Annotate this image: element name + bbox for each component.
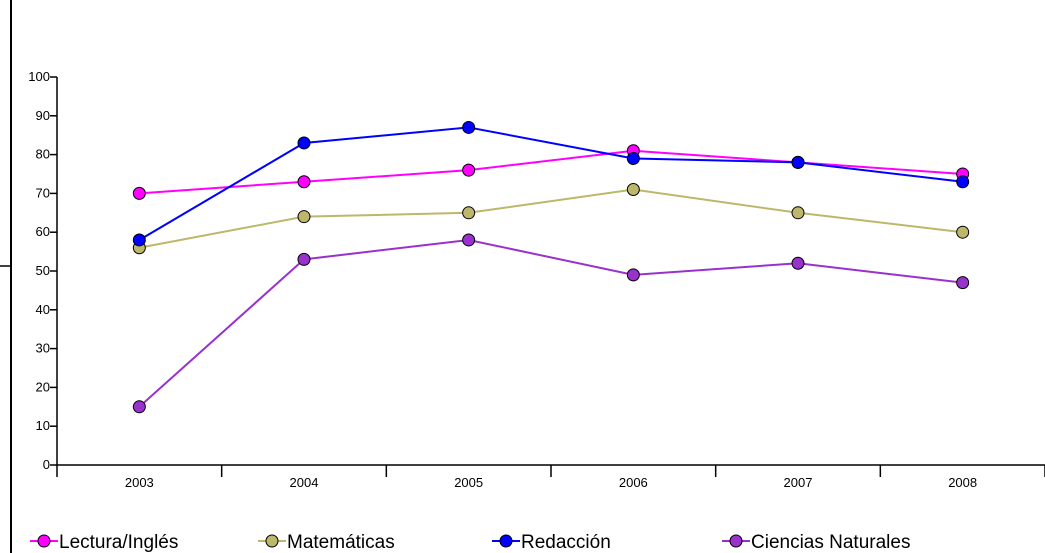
legend-item: Ciencias Naturales bbox=[722, 532, 910, 553]
y-axis-ticks: 0 10 20 30 40 50 60 70 80 90 100 bbox=[28, 69, 57, 472]
series-line bbox=[139, 188, 963, 249]
legend-label: Redacción bbox=[521, 532, 611, 553]
y-tick-label: 100 bbox=[28, 69, 50, 84]
data-point bbox=[626, 151, 640, 165]
series-3 bbox=[132, 233, 970, 414]
x-tick-label: 2004 bbox=[290, 475, 319, 490]
data-point bbox=[462, 206, 476, 220]
data-point bbox=[956, 276, 970, 290]
data-point bbox=[132, 400, 146, 414]
data-point bbox=[791, 155, 805, 169]
data-point bbox=[626, 268, 640, 282]
series-2 bbox=[132, 120, 970, 247]
y-tick-label: 20 bbox=[36, 379, 50, 394]
y-tick-label: 30 bbox=[36, 341, 50, 356]
series-line bbox=[138, 238, 963, 408]
data-point bbox=[297, 252, 311, 266]
legend-label: Ciencias Naturales bbox=[751, 532, 910, 553]
data-point bbox=[462, 163, 476, 177]
data-point bbox=[462, 233, 476, 247]
y-tick-label: 80 bbox=[36, 147, 50, 162]
x-tick-label: 2003 bbox=[125, 475, 154, 490]
y-tick-label: 60 bbox=[36, 224, 50, 239]
legend-label: Lectura/Inglés bbox=[59, 532, 178, 553]
data-point bbox=[791, 256, 805, 270]
legend-marker bbox=[499, 534, 513, 548]
x-axis-ticks: 2003 2004 2005 2006 2007 2008 bbox=[56, 465, 1045, 490]
legend-item: Matemáticas bbox=[258, 532, 395, 553]
data-point bbox=[956, 225, 970, 239]
series-layer bbox=[132, 120, 970, 414]
legend-item: Redacción bbox=[492, 532, 611, 553]
legend-marker bbox=[265, 534, 279, 548]
y-tick-label: 70 bbox=[36, 185, 50, 200]
series-0 bbox=[132, 144, 970, 200]
legend: Lectura/Inglés Matemáticas Redacción Cienci… bbox=[30, 532, 910, 553]
data-point bbox=[626, 183, 640, 197]
data-point bbox=[462, 120, 476, 134]
data-point bbox=[791, 206, 805, 220]
y-tick-label: 50 bbox=[36, 263, 50, 278]
data-point bbox=[132, 233, 146, 247]
series-line bbox=[139, 149, 963, 195]
data-point bbox=[956, 175, 970, 189]
x-tick-label: 2008 bbox=[948, 475, 977, 490]
legend-label: Matemáticas bbox=[287, 532, 395, 553]
data-point bbox=[132, 186, 146, 200]
legend-marker bbox=[37, 534, 51, 548]
legend-marker bbox=[729, 534, 743, 548]
data-point bbox=[297, 210, 311, 224]
x-tick-label: 2007 bbox=[784, 475, 813, 490]
series-line bbox=[138, 126, 963, 241]
legend-item: Lectura/Inglés bbox=[30, 532, 178, 553]
data-point bbox=[297, 136, 311, 150]
x-tick-label: 2005 bbox=[454, 475, 483, 490]
y-tick-label: 10 bbox=[36, 418, 50, 433]
data-point bbox=[297, 175, 311, 189]
series-1 bbox=[132, 183, 970, 255]
y-tick-label: 90 bbox=[36, 108, 50, 123]
y-tick-label: 40 bbox=[36, 302, 50, 317]
y-tick-label: 0 bbox=[43, 457, 50, 472]
x-tick-label: 2006 bbox=[619, 475, 648, 490]
